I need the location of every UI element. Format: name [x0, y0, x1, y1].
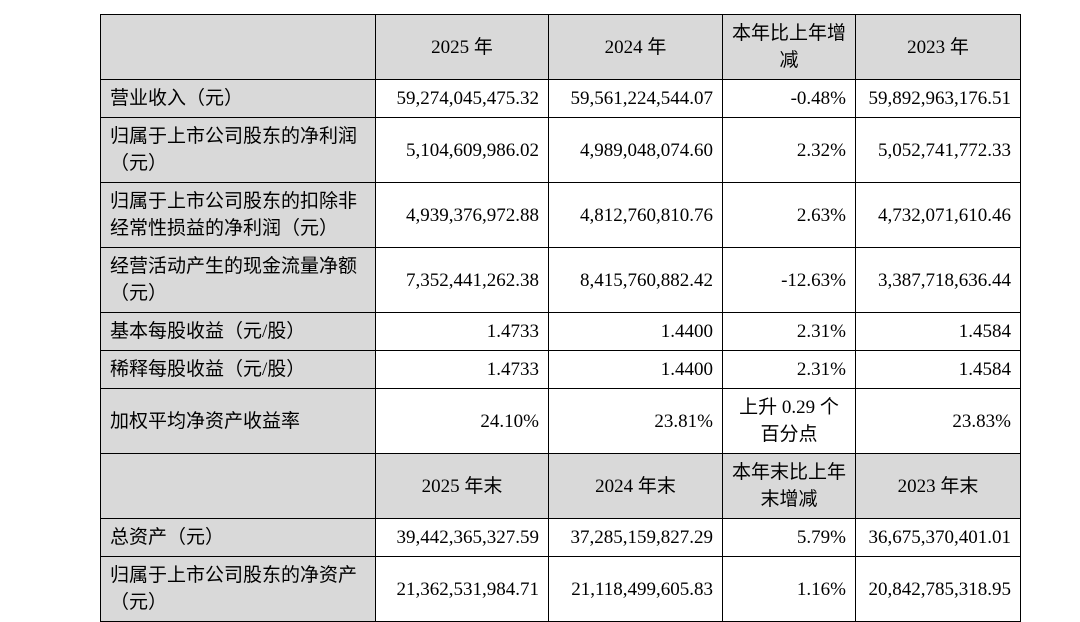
table-row-net-profit: 归属于上市公司股东的净利润（元） 5,104,609,986.02 4,989,…: [100, 117, 1021, 183]
financial-summary-table: 2025 年 2024 年 本年比上年增减 2023 年 营业收入（元） 59,…: [100, 14, 1021, 622]
value-2023: 5,052,741,772.33: [855, 117, 1021, 183]
header-col-2023: 2023 年: [855, 14, 1021, 80]
header-empty-cell: [100, 14, 376, 80]
value-2023: 1.4584: [855, 312, 1021, 351]
header-col-yoy-change: 本年比上年增减: [722, 14, 856, 80]
row-label: 归属于上市公司股东的净利润（元）: [100, 117, 376, 183]
table-row-diluted-eps: 稀释每股收益（元/股） 1.4733 1.4400 2.31% 1.4584: [100, 350, 1021, 389]
value-2025: 39,442,365,327.59: [375, 518, 549, 557]
value-2024: 4,812,760,810.76: [548, 182, 723, 248]
value-2024: 4,989,048,074.60: [548, 117, 723, 183]
table-row-total-assets: 总资产（元） 39,442,365,327.59 37,285,159,827.…: [100, 518, 1021, 557]
value-2025: 1.4733: [375, 312, 549, 351]
table-row-operating-cash-flow: 经营活动产生的现金流量净额（元） 7,352,441,262.38 8,415,…: [100, 247, 1021, 313]
row-label: 经营活动产生的现金流量净额（元）: [100, 247, 376, 313]
value-2023: 59,892,963,176.51: [855, 79, 1021, 118]
value-2023: 23.83%: [855, 388, 1021, 454]
table-row-net-profit-excl-nonrecurring: 归属于上市公司股东的扣除非经常性损益的净利润（元） 4,939,376,972.…: [100, 182, 1021, 248]
header-col-2024: 2024 年: [548, 14, 723, 80]
value-2025: 21,362,531,984.71: [375, 556, 549, 622]
table-row-weighted-roe: 加权平均净资产收益率 24.10% 23.81% 上升 0.29 个百分点 23…: [100, 388, 1021, 454]
row-label: 总资产（元）: [100, 518, 376, 557]
value-change: 2.32%: [722, 117, 856, 183]
header-col-2024-end: 2024 年末: [548, 453, 723, 519]
value-change: 1.16%: [722, 556, 856, 622]
row-label: 加权平均净资产收益率: [100, 388, 376, 454]
header-col-yearend-change: 本年末比上年末增减: [722, 453, 856, 519]
value-change: 2.31%: [722, 350, 856, 389]
row-label: 归属于上市公司股东的净资产（元）: [100, 556, 376, 622]
row-label: 归属于上市公司股东的扣除非经常性损益的净利润（元）: [100, 182, 376, 248]
value-2024: 37,285,159,827.29: [548, 518, 723, 557]
value-2025: 24.10%: [375, 388, 549, 454]
value-change: -0.48%: [722, 79, 856, 118]
header-col-2023-end: 2023 年末: [855, 453, 1021, 519]
table-row-net-assets: 归属于上市公司股东的净资产（元） 21,362,531,984.71 21,11…: [100, 556, 1021, 622]
row-label: 营业收入（元）: [100, 79, 376, 118]
value-change: 上升 0.29 个百分点: [722, 388, 856, 454]
header-empty-cell: [100, 453, 376, 519]
header-col-2025-end: 2025 年末: [375, 453, 549, 519]
value-2024: 1.4400: [548, 350, 723, 389]
value-2025: 5,104,609,986.02: [375, 117, 549, 183]
value-2023: 3,387,718,636.44: [855, 247, 1021, 313]
value-2024: 59,561,224,544.07: [548, 79, 723, 118]
value-change: 2.31%: [722, 312, 856, 351]
row-label: 稀释每股收益（元/股）: [100, 350, 376, 389]
value-change: -12.63%: [722, 247, 856, 313]
value-2023: 20,842,785,318.95: [855, 556, 1021, 622]
value-2025: 1.4733: [375, 350, 549, 389]
value-change: 5.79%: [722, 518, 856, 557]
value-2024: 23.81%: [548, 388, 723, 454]
header-row-period-end: 2025 年末 2024 年末 本年末比上年末增减 2023 年末: [100, 453, 1021, 519]
value-2024: 8,415,760,882.42: [548, 247, 723, 313]
value-2023: 36,675,370,401.01: [855, 518, 1021, 557]
header-row-annual: 2025 年 2024 年 本年比上年增减 2023 年: [100, 14, 1021, 80]
value-2025: 7,352,441,262.38: [375, 247, 549, 313]
value-2024: 1.4400: [548, 312, 723, 351]
value-2025: 4,939,376,972.88: [375, 182, 549, 248]
table-row-basic-eps: 基本每股收益（元/股） 1.4733 1.4400 2.31% 1.4584: [100, 312, 1021, 351]
value-2023: 1.4584: [855, 350, 1021, 389]
table-row-revenue: 营业收入（元） 59,274,045,475.32 59,561,224,544…: [100, 79, 1021, 118]
value-2023: 4,732,071,610.46: [855, 182, 1021, 248]
value-2024: 21,118,499,605.83: [548, 556, 723, 622]
value-2025: 59,274,045,475.32: [375, 79, 549, 118]
row-label: 基本每股收益（元/股）: [100, 312, 376, 351]
value-change: 2.63%: [722, 182, 856, 248]
header-col-2025: 2025 年: [375, 14, 549, 80]
